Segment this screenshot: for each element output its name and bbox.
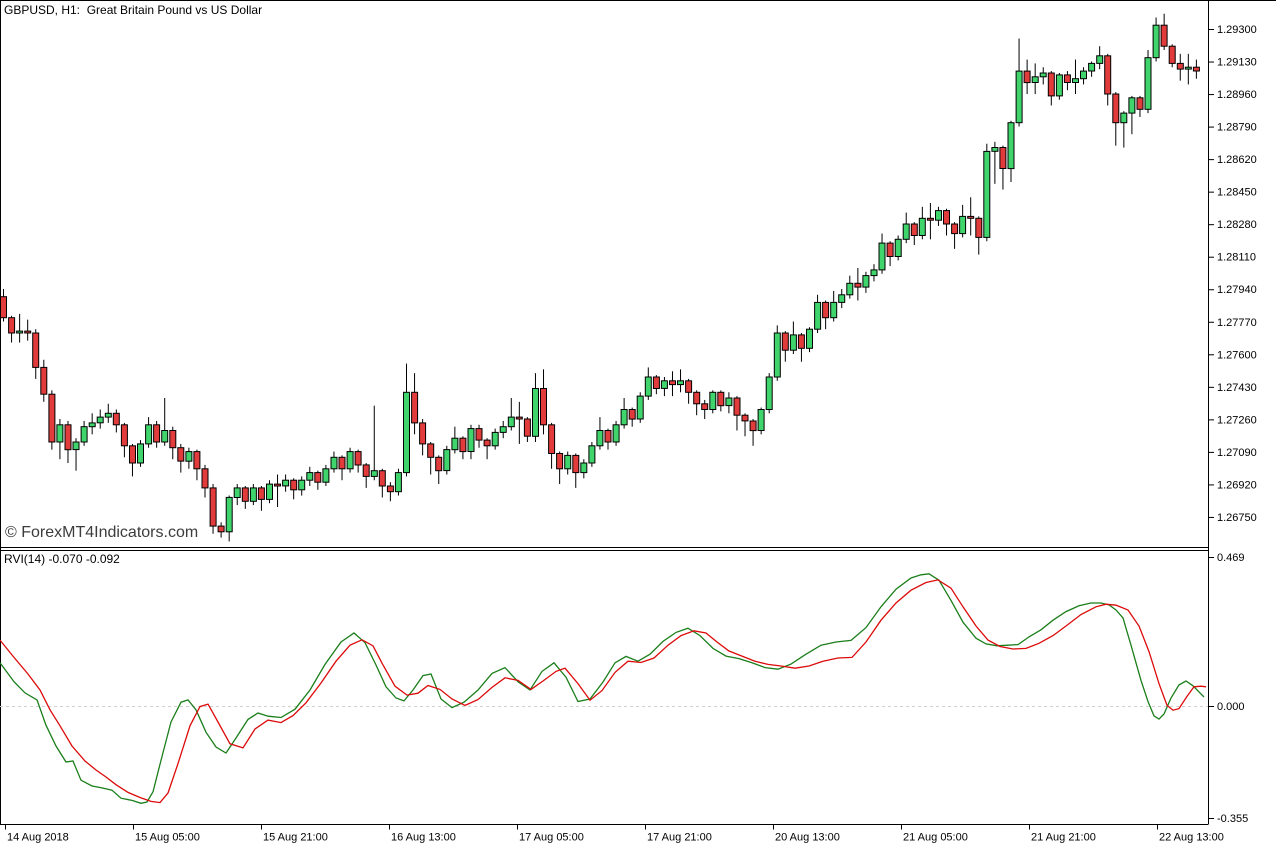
svg-text:1.28280: 1.28280 — [1217, 219, 1257, 231]
svg-text:1.27430: 1.27430 — [1217, 382, 1257, 394]
panel-borders — [0, 0, 1276, 825]
svg-text:1.29300: 1.29300 — [1217, 24, 1257, 36]
watermark-text: © ForexMT4Indicators.com — [5, 524, 199, 541]
svg-text:1.28620: 1.28620 — [1217, 154, 1257, 166]
svg-text:1.28450: 1.28450 — [1217, 187, 1257, 199]
rvi-main-line — [0, 573, 1205, 804]
svg-text:-0.355: -0.355 — [1217, 813, 1248, 825]
svg-text:1.26750: 1.26750 — [1217, 512, 1257, 524]
svg-text:15 Aug 21:00: 15 Aug 21:00 — [263, 832, 328, 844]
svg-text:1.27940: 1.27940 — [1217, 284, 1257, 296]
svg-text:1.26920: 1.26920 — [1217, 479, 1257, 491]
svg-text:1.27600: 1.27600 — [1217, 349, 1257, 361]
svg-text:1.27260: 1.27260 — [1217, 414, 1257, 426]
candlestick-series — [0, 13, 1200, 542]
svg-text:21 Aug 05:00: 21 Aug 05:00 — [903, 832, 968, 844]
svg-text:17 Aug 21:00: 17 Aug 21:00 — [647, 832, 712, 844]
svg-text:14 Aug 2018: 14 Aug 2018 — [7, 832, 69, 844]
svg-text:22 Aug 13:00: 22 Aug 13:00 — [1159, 832, 1224, 844]
rvi-signal-line — [0, 579, 1207, 804]
svg-text:17 Aug 05:00: 17 Aug 05:00 — [519, 832, 584, 844]
svg-text:1.28790: 1.28790 — [1217, 122, 1257, 134]
svg-text:1.29130: 1.29130 — [1217, 57, 1257, 69]
svg-text:15 Aug 05:00: 15 Aug 05:00 — [135, 832, 200, 844]
svg-text:21 Aug 21:00: 21 Aug 21:00 — [1031, 832, 1096, 844]
svg-text:0.469: 0.469 — [1217, 552, 1245, 564]
indicator-label: RVI(14) -0.070 -0.092 — [4, 552, 120, 566]
svg-text:16 Aug 13:00: 16 Aug 13:00 — [391, 832, 456, 844]
svg-text:1.27770: 1.27770 — [1217, 317, 1257, 329]
price-axis[interactable]: 1.29300 1.29130 1.28960 1.28790 1.28620 1.284… — [1209, 24, 1257, 524]
svg-text:1.28960: 1.28960 — [1217, 89, 1257, 101]
svg-text:0.000: 0.000 — [1217, 701, 1245, 713]
rvi-axis[interactable]: 0.469 0.000 -0.355 — [1209, 552, 1248, 825]
time-axis[interactable]: 14 Aug 2018 15 Aug 05:00 15 Aug 21:00 16 Au… — [5, 824, 1224, 844]
chart-title: GBPUSD, H1: Great Britain Pound vs US Do… — [4, 3, 263, 17]
svg-text:20 Aug 13:00: 20 Aug 13:00 — [775, 832, 840, 844]
svg-text:1.27090: 1.27090 — [1217, 447, 1257, 459]
svg-text:1.28110: 1.28110 — [1217, 252, 1256, 264]
